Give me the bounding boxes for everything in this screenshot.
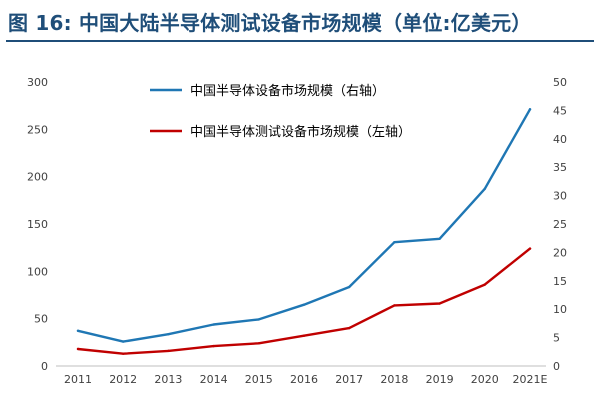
x-axis-ticks: 2011 2012 2013 2014 2015 2016 2017 2018 2019 2020…	[64, 373, 548, 386]
data-point	[348, 285, 351, 289]
data-point	[76, 329, 80, 332]
data-point	[528, 247, 532, 250]
left-tick-label: 100	[27, 265, 48, 278]
series-layer	[76, 108, 532, 355]
series-line-equipment	[76, 108, 532, 343]
data-point	[483, 187, 486, 190]
x-tick-label: 2015	[245, 373, 273, 386]
x-tick-label: 2013	[154, 373, 182, 386]
data-point	[212, 323, 215, 326]
x-tick-label: 2011	[64, 373, 92, 386]
left-tick-label: 0	[41, 360, 48, 373]
legend-label: 中国半导体测试设备市场规模（左轴）	[190, 124, 411, 140]
right-tick-label: 15	[553, 275, 567, 288]
data-point	[212, 344, 215, 348]
left-tick-label: 50	[34, 313, 48, 326]
x-tick-label: 2017	[335, 373, 363, 386]
right-tick-label: 0	[553, 360, 560, 373]
x-tick-label: 2021E	[513, 373, 548, 386]
title-divider	[6, 40, 594, 42]
data-point	[76, 347, 80, 351]
left-tick-label: 150	[27, 218, 48, 231]
right-tick-label: 30	[553, 190, 567, 203]
data-point	[393, 240, 396, 244]
x-tick-label: 2020	[471, 373, 499, 386]
right-tick-label: 35	[553, 161, 567, 174]
data-point	[393, 304, 396, 307]
left-axis-ticks: 0 50 100 150 200 250 300	[27, 76, 48, 373]
x-tick-label: 2018	[380, 373, 408, 386]
chart-title: 图 16: 中国大陆半导体测试设备市场规模（单位:亿美元）	[8, 11, 532, 35]
legend-label: 中国半导体设备市场规模（右轴）	[190, 83, 385, 99]
data-point	[167, 349, 170, 353]
data-point	[302, 334, 306, 337]
data-point	[483, 283, 486, 286]
data-point	[302, 303, 306, 306]
x-tick-label: 2012	[109, 373, 137, 386]
right-tick-label: 20	[553, 246, 567, 259]
data-point	[438, 237, 441, 240]
left-tick-label: 250	[27, 123, 48, 136]
left-tick-label: 200	[27, 171, 48, 184]
right-tick-label: 25	[553, 218, 567, 231]
data-point	[257, 342, 260, 345]
right-tick-label: 5	[553, 332, 560, 345]
data-point	[122, 352, 125, 355]
right-tick-label: 45	[553, 104, 567, 117]
data-point	[167, 332, 170, 336]
data-point	[348, 326, 351, 330]
data-point	[528, 108, 532, 111]
right-axis-ticks: 0 5 10 15 20 25 30 35 40 45 50	[553, 76, 567, 373]
x-tick-label: 2019	[426, 373, 454, 386]
x-tick-label: 2016	[290, 373, 318, 386]
data-point	[122, 340, 125, 343]
legend: 中国半导体设备市场规模（右轴） 中国半导体测试设备市场规模（左轴）	[150, 83, 411, 140]
data-point	[257, 318, 260, 321]
header: 图 16: 中国大陆半导体测试设备市场规模（单位:亿美元）	[0, 0, 600, 44]
data-point	[438, 302, 441, 305]
x-tick-label: 2014	[200, 373, 228, 386]
right-tick-label: 40	[553, 133, 567, 146]
right-tick-label: 50	[553, 76, 567, 89]
right-tick-label: 10	[553, 303, 567, 316]
left-tick-label: 300	[27, 76, 48, 89]
